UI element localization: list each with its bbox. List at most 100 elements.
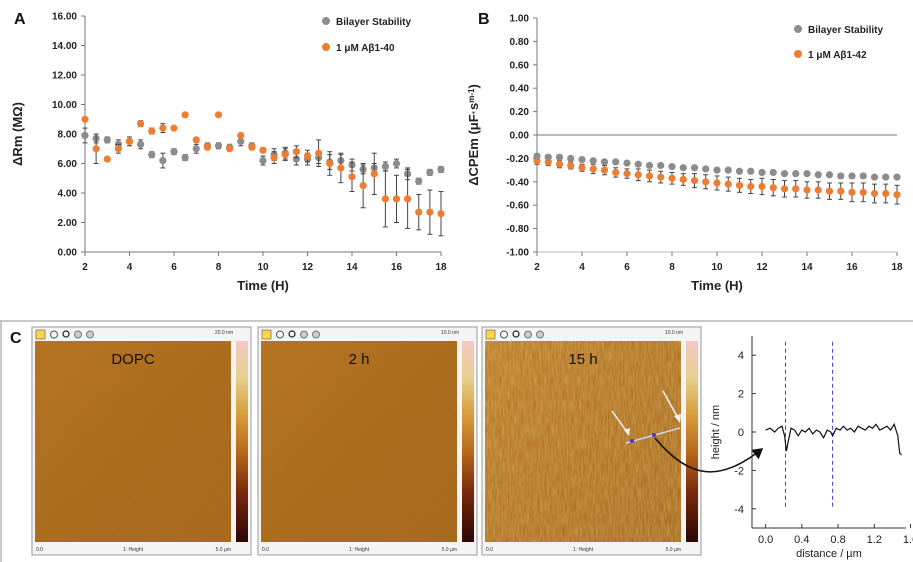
- data-point: [769, 184, 777, 192]
- profile-cursor-2: [652, 433, 656, 437]
- magnifier-icon[interactable]: [62, 330, 70, 338]
- data-point: [359, 182, 367, 190]
- legend-b-bilayer: Bilayer Stability: [808, 25, 883, 36]
- magnifier-icon[interactable]: [512, 330, 520, 338]
- data-point: [181, 154, 189, 162]
- x-tick-label: 8: [216, 262, 222, 273]
- afm-scale-top: 10.0 nm: [441, 330, 459, 336]
- data-point: [214, 142, 223, 150]
- data-point: [125, 137, 134, 145]
- profile-ylabel: height / nm: [710, 405, 722, 459]
- profile-y-tick-label: -4: [734, 504, 744, 516]
- hand-icon[interactable]: [500, 330, 508, 339]
- data-point: [837, 172, 845, 180]
- afm-title-dopc: DOPC: [111, 351, 155, 368]
- legend-a-bilayer: Bilayer Stability: [336, 17, 411, 28]
- legend-a-abeta40: 1 μM Aβ1-40: [336, 43, 395, 54]
- data-point: [533, 152, 541, 160]
- afm-x1: 5.0 µm: [442, 547, 457, 553]
- profile-x-tick-label: 0.8: [830, 534, 845, 546]
- data-point: [893, 191, 901, 199]
- x-tick-label: 10: [257, 262, 269, 273]
- y-tick-label: 1.00: [510, 14, 530, 25]
- y-tick-label: 12.00: [52, 71, 77, 82]
- data-point: [578, 155, 586, 164]
- legend-b-marker-abeta42: [794, 50, 802, 58]
- data-point: [81, 115, 89, 123]
- data-point: [645, 161, 654, 170]
- afm-channel: 1: Height: [573, 547, 594, 553]
- y-tick-label: -0.80: [506, 224, 529, 235]
- data-point: [137, 120, 145, 128]
- chart-a-xlabel: Time (H): [237, 278, 289, 293]
- x-tick-label: 10: [711, 262, 723, 273]
- y-tick-label: 0.40: [510, 84, 530, 95]
- data-point: [404, 195, 412, 203]
- data-point: [148, 127, 156, 135]
- data-point: [392, 159, 401, 168]
- data-point: [870, 189, 879, 198]
- data-point: [381, 195, 389, 203]
- data-point: [437, 210, 445, 218]
- zoom-out-icon[interactable]: [86, 330, 94, 339]
- data-point: [415, 177, 423, 185]
- data-point: [214, 111, 223, 119]
- data-point: [859, 172, 867, 180]
- data-point: [713, 179, 721, 187]
- pencil-icon[interactable]: [35, 329, 46, 340]
- y-tick-label: -0.40: [506, 177, 529, 188]
- profile-y-tick-label: 0: [738, 427, 744, 439]
- hand-icon[interactable]: [276, 330, 284, 339]
- zoom-out-icon[interactable]: [312, 330, 320, 339]
- afm-channel: 1: Height: [123, 547, 144, 553]
- x-tick-label: 6: [171, 262, 177, 273]
- data-point: [555, 160, 564, 168]
- data-point: [237, 137, 245, 145]
- profile-cursor-1: [630, 439, 634, 443]
- magnifier-icon[interactable]: [288, 330, 296, 338]
- data-point: [713, 166, 721, 174]
- data-point: [370, 170, 378, 178]
- data-point: [612, 158, 620, 166]
- zoom-in-icon[interactable]: [74, 330, 82, 339]
- y-tick-label: -0.60: [506, 201, 529, 212]
- chart-a-ylabel: ΔRm (MΩ): [10, 102, 25, 166]
- data-point: [348, 173, 356, 181]
- y-tick-label: -1.00: [506, 248, 529, 259]
- data-point: [690, 177, 699, 185]
- pencil-icon[interactable]: [261, 329, 272, 340]
- profile-x-tick-label: 1.6: [903, 534, 913, 546]
- data-point: [870, 173, 879, 181]
- legend-a-marker-bilayer: [322, 17, 330, 25]
- y-tick-label: 10.00: [52, 100, 77, 111]
- legend-b-marker-bilayer: [794, 25, 802, 33]
- zoom-in-icon[interactable]: [300, 330, 308, 339]
- data-point: [657, 173, 665, 181]
- data-point: [578, 164, 586, 172]
- afm-image-texture: [485, 341, 681, 542]
- white-arrow-1: [611, 410, 628, 433]
- afm-scale-top: 20.0 nm: [215, 330, 233, 336]
- data-point: [803, 170, 811, 178]
- data-point: [148, 151, 156, 159]
- afm-image-texture: [261, 341, 457, 542]
- data-point: [780, 185, 789, 193]
- zoom-out-icon[interactable]: [536, 330, 544, 339]
- data-point: [600, 158, 609, 166]
- data-point: [544, 153, 552, 161]
- profile-x-tick-label: 0.4: [794, 534, 809, 546]
- afm-title-2h: 2 h: [349, 351, 370, 368]
- data-point: [415, 208, 423, 216]
- pencil-icon[interactable]: [485, 329, 496, 340]
- zoom-in-icon[interactable]: [524, 330, 532, 339]
- hand-icon[interactable]: [50, 330, 58, 339]
- data-point: [303, 152, 312, 160]
- data-point: [814, 171, 822, 179]
- data-point: [555, 153, 564, 161]
- afm-scale-top: 10.0 nm: [665, 330, 683, 336]
- data-point: [848, 172, 856, 180]
- afm-toolbar: [35, 329, 94, 340]
- y-tick-label: 4.00: [58, 189, 78, 200]
- y-tick-label: 0.00: [58, 248, 78, 259]
- chart-b-xlabel: Time (H): [691, 278, 743, 293]
